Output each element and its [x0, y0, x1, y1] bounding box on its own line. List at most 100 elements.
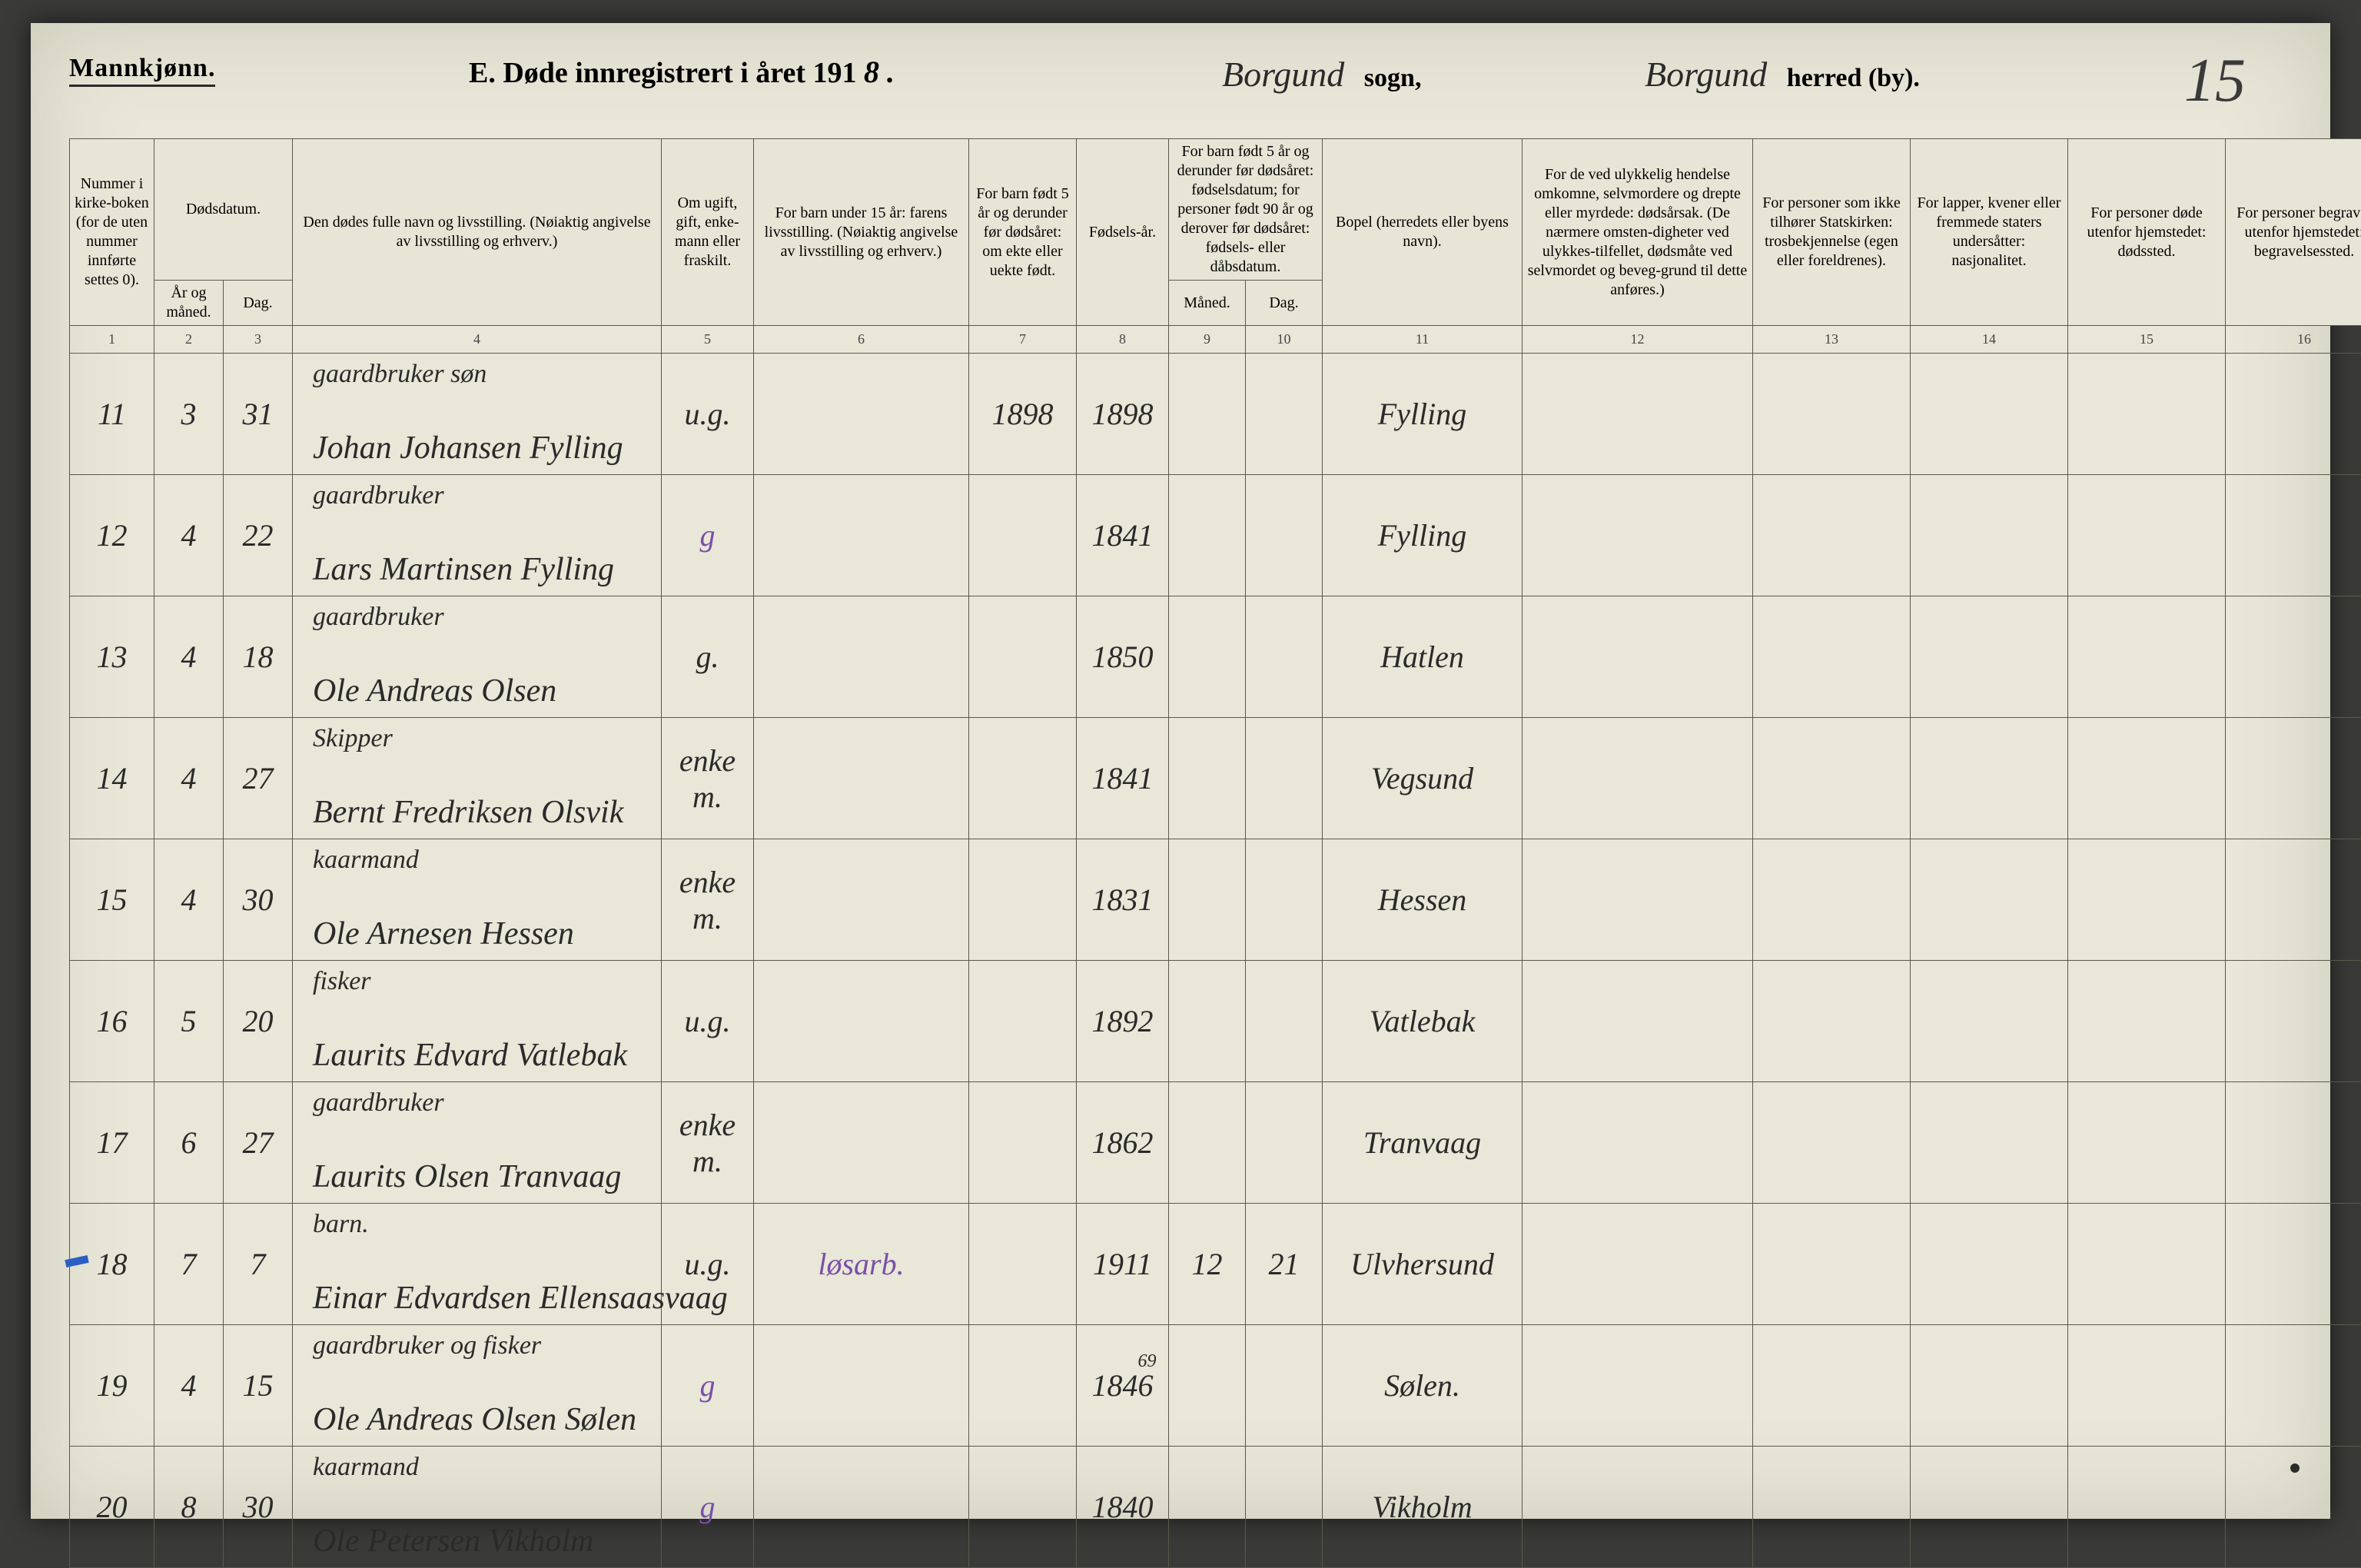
- cell-num: 19: [70, 1325, 154, 1447]
- cell-ym: 4: [154, 475, 224, 596]
- cell-c16: [2226, 354, 2361, 475]
- cell-year: 1841: [1077, 718, 1169, 839]
- cell-c13: [1753, 1204, 1911, 1325]
- entry-number: 12: [97, 518, 128, 553]
- full-name: Johan Johansen Fylling: [313, 430, 623, 467]
- cell-year: 1892: [1077, 961, 1169, 1082]
- cell-name: gaardbrukerLars Martinsen Fylling: [293, 475, 662, 596]
- occupation: kaarmand: [313, 845, 419, 875]
- death-year-month: 4: [181, 518, 197, 553]
- table-row: 19415gaardbruker og fiskerOle Andreas Ol…: [70, 1325, 2361, 1447]
- cell-c12: [1523, 718, 1753, 839]
- death-day: 27: [243, 761, 274, 796]
- marital-status: u.g.: [685, 1004, 731, 1038]
- cell-year: 1911: [1077, 1204, 1169, 1325]
- cell-c12: [1523, 354, 1753, 475]
- col-14-header: For lapper, kvener eller fremmede stater…: [1911, 139, 2068, 326]
- marital-status: g: [700, 518, 716, 553]
- cell-name: gaardbrukerLaurits Olsen Tranvaag: [293, 1082, 662, 1204]
- marital-status: u.g.: [685, 397, 731, 431]
- cell-c6: [754, 596, 969, 718]
- cell-c13: [1753, 961, 1911, 1082]
- marital-status: u.g.: [685, 1247, 731, 1281]
- birth-year: 1862: [1092, 1125, 1154, 1160]
- birth-day: 21: [1269, 1247, 1300, 1281]
- cell-c12: [1523, 596, 1753, 718]
- cell-c14: [1911, 961, 2068, 1082]
- table-row: 12422gaardbrukerLars Martinsen Fyllingg1…: [70, 475, 2361, 596]
- cell-m: [1169, 839, 1246, 961]
- cell-year: 1898: [1077, 354, 1169, 475]
- birth-year: 184669: [1092, 1368, 1154, 1403]
- cell-c14: [1911, 1204, 2068, 1325]
- cell-bopel: Vatlebak: [1323, 961, 1523, 1082]
- residence: Ulvhersund: [1350, 1247, 1494, 1281]
- cell-bopel: Vikholm: [1323, 1447, 1523, 1568]
- colnum: 10: [1246, 326, 1323, 354]
- table-body: 11331gaardbruker sønJohan Johansen Fylli…: [70, 354, 2361, 1568]
- herred-value: Borgund: [1645, 55, 1767, 94]
- cell-c7: 1898: [969, 354, 1077, 475]
- cell-c6: [754, 1447, 969, 1568]
- cell-c16: [2226, 475, 2361, 596]
- cell-c15: [2068, 596, 2226, 718]
- cell-year: 1862: [1077, 1082, 1169, 1204]
- entry-number: 19: [97, 1368, 128, 1403]
- full-name: Ole Petersen Vikholm: [313, 1523, 593, 1560]
- cell-name: SkipperBernt Fredriksen Olsvik: [293, 718, 662, 839]
- cell-c13: [1753, 1325, 1911, 1447]
- cell-c14: [1911, 718, 2068, 839]
- table-row: 13418gaardbrukerOle Andreas Olseng.1850H…: [70, 596, 2361, 718]
- cell-ym: 4: [154, 718, 224, 839]
- cell-c7: [969, 1447, 1077, 1568]
- birth-month: 12: [1192, 1247, 1223, 1281]
- cell-day: 7: [224, 1204, 293, 1325]
- cell-c13: [1753, 596, 1911, 718]
- cell-ym: 3: [154, 354, 224, 475]
- cell-c14: [1911, 1447, 2068, 1568]
- colnum: 12: [1523, 326, 1753, 354]
- colnum: 7: [969, 326, 1077, 354]
- ink-dot: [2290, 1463, 2300, 1473]
- cell-year: 1840: [1077, 1447, 1169, 1568]
- table-row: 1877barn.Einar Edvardsen Ellensaasvaagu.…: [70, 1204, 2361, 1325]
- cell-ym: 8: [154, 1447, 224, 1568]
- cell-year: 1831: [1077, 839, 1169, 961]
- cell-c7: [969, 596, 1077, 718]
- cell-c6: [754, 718, 969, 839]
- col-11-header: Bopel (herredets eller byens navn).: [1323, 139, 1523, 326]
- cell-bopel: Hatlen: [1323, 596, 1523, 718]
- cell-c14: [1911, 839, 2068, 961]
- cell-c15: [2068, 475, 2226, 596]
- death-day: 30: [243, 882, 274, 917]
- cell-num: 15: [70, 839, 154, 961]
- cell-num: 20: [70, 1447, 154, 1568]
- death-register-table: Nummer i kirke-boken (for de uten nummer…: [69, 138, 2361, 1568]
- cell-name: barn.Einar Edvardsen Ellensaasvaag: [293, 1204, 662, 1325]
- cell-num: 16: [70, 961, 154, 1082]
- full-name: Lars Martinsen Fylling: [313, 551, 614, 588]
- death-day: 20: [243, 1004, 274, 1038]
- cell-d: 21: [1246, 1204, 1323, 1325]
- death-year-month: 4: [181, 639, 197, 674]
- cell-m: [1169, 1082, 1246, 1204]
- cell-status: g: [662, 475, 754, 596]
- cell-d: [1246, 475, 1323, 596]
- table-row: 17627gaardbrukerLaurits Olsen Tranvaagen…: [70, 1082, 2361, 1204]
- occupation: kaarmand: [313, 1453, 419, 1482]
- cell-c7: [969, 961, 1077, 1082]
- cell-c16: [2226, 1204, 2361, 1325]
- cell-c16: [2226, 961, 2361, 1082]
- occupation: gaardbruker søn: [313, 360, 486, 389]
- page-header: Mannkjønn. E. Døde innregistrert i året …: [69, 54, 2292, 123]
- birth-year: 1850: [1092, 639, 1154, 674]
- page-number: 15: [2184, 46, 2246, 116]
- cell-c14: [1911, 475, 2068, 596]
- cell-num: 14: [70, 718, 154, 839]
- cell-c15: [2068, 1082, 2226, 1204]
- cell-c7: [969, 475, 1077, 596]
- cell-day: 15: [224, 1325, 293, 1447]
- cell-status: g: [662, 1447, 754, 1568]
- col-9-top-header: For barn født 5 år og derunder før dødså…: [1169, 139, 1323, 281]
- full-name: Ole Andreas Olsen: [313, 673, 556, 709]
